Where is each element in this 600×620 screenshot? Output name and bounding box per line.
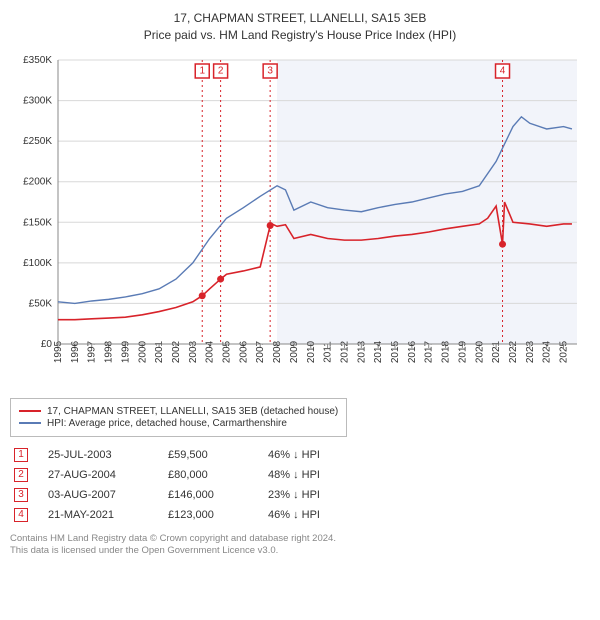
- legend-label: HPI: Average price, detached house, Carm…: [47, 418, 287, 429]
- footer-attribution: Contains HM Land Registry data © Crown c…: [10, 533, 590, 559]
- svg-text:£100K: £100K: [23, 257, 52, 268]
- footer-line-1: Contains HM Land Registry data © Crown c…: [10, 533, 590, 546]
- title-line-1: 17, CHAPMAN STREET, LLANELLI, SA15 3EB: [10, 10, 590, 27]
- sale-price: £123,000: [168, 509, 248, 521]
- title-line-2: Price paid vs. HM Land Registry's House …: [10, 27, 590, 44]
- sales-table: 1 25-JUL-2003 £59,500 46% ↓ HPI 2 27-AUG-2004…: [10, 445, 590, 525]
- sale-date: 25-JUL-2003: [48, 449, 148, 461]
- table-row: 2 27-AUG-2004 £80,000 48% ↓ HPI: [10, 465, 590, 485]
- legend-item: 17, CHAPMAN STREET, LLANELLI, SA15 3EB (…: [19, 406, 338, 417]
- svg-text:2: 2: [218, 65, 224, 76]
- chart-container: £0£50K£100K£150K£200K£250K£300K£350K1995…: [10, 52, 590, 392]
- svg-text:£50K: £50K: [29, 298, 53, 309]
- legend-swatch: [19, 410, 41, 412]
- svg-text:3: 3: [267, 65, 273, 76]
- table-row: 1 25-JUL-2003 £59,500 46% ↓ HPI: [10, 445, 590, 465]
- line-chart: £0£50K£100K£150K£200K£250K£300K£350K1995…: [10, 52, 585, 392]
- sale-number-box: 2: [14, 468, 28, 482]
- sale-date: 27-AUG-2004: [48, 469, 148, 481]
- svg-text:£150K: £150K: [23, 217, 52, 228]
- table-row: 3 03-AUG-2007 £146,000 23% ↓ HPI: [10, 485, 590, 505]
- legend: 17, CHAPMAN STREET, LLANELLI, SA15 3EB (…: [10, 398, 347, 437]
- sale-date: 21-MAY-2021: [48, 509, 148, 521]
- svg-text:1: 1: [199, 65, 205, 76]
- svg-text:£0: £0: [41, 339, 53, 350]
- sale-number-box: 1: [14, 448, 28, 462]
- legend-item: HPI: Average price, detached house, Carm…: [19, 418, 338, 429]
- svg-text:£350K: £350K: [23, 55, 52, 66]
- sale-number-box: 4: [14, 508, 28, 522]
- svg-text:£300K: £300K: [23, 95, 52, 106]
- sale-date: 03-AUG-2007: [48, 489, 148, 501]
- sale-price: £80,000: [168, 469, 248, 481]
- svg-text:4: 4: [500, 65, 506, 76]
- sale-price: £59,500: [168, 449, 248, 461]
- sale-vs-hpi: 48% ↓ HPI: [268, 469, 358, 481]
- footer-line-2: This data is licensed under the Open Gov…: [10, 545, 590, 558]
- chart-title: 17, CHAPMAN STREET, LLANELLI, SA15 3EB P…: [10, 10, 590, 44]
- sale-vs-hpi: 23% ↓ HPI: [268, 489, 358, 501]
- table-row: 4 21-MAY-2021 £123,000 46% ↓ HPI: [10, 505, 590, 525]
- sale-price: £146,000: [168, 489, 248, 501]
- svg-text:£250K: £250K: [23, 136, 52, 147]
- legend-swatch: [19, 422, 41, 424]
- sale-vs-hpi: 46% ↓ HPI: [268, 449, 358, 461]
- svg-text:£200K: £200K: [23, 176, 52, 187]
- sale-number-box: 3: [14, 488, 28, 502]
- legend-label: 17, CHAPMAN STREET, LLANELLI, SA15 3EB (…: [47, 406, 338, 417]
- sale-vs-hpi: 46% ↓ HPI: [268, 509, 358, 521]
